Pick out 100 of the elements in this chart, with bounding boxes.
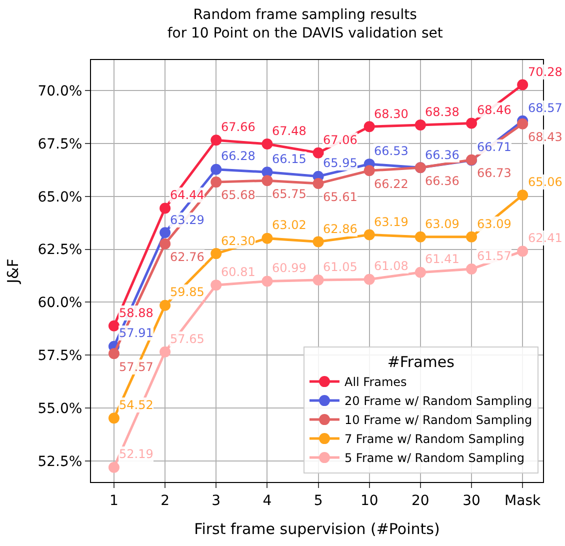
data-label: 66.53: [374, 144, 408, 158]
data-label: 64.44: [170, 188, 204, 202]
data-label: 65.61: [323, 190, 358, 204]
legend-label: All Frames: [344, 375, 407, 390]
data-label: 63.09: [477, 217, 512, 231]
x-axis-title: First frame supervision (#Points): [194, 520, 440, 538]
y-tick-label: 62.5%: [38, 242, 82, 258]
data-label: 62.76: [170, 250, 204, 264]
data-label: 54.52: [119, 398, 154, 412]
point: [312, 274, 324, 286]
data-label: 65.95: [323, 156, 358, 170]
point: [108, 462, 120, 473]
point: [108, 320, 120, 332]
legend-label: 7 Frame w/ Random Sampling: [344, 432, 524, 446]
x-tick-label: 30: [462, 492, 480, 509]
legend-title: #Frames: [387, 353, 455, 372]
point: [160, 227, 171, 238]
point: [517, 118, 528, 130]
point: [517, 246, 528, 257]
y-tick-label: 52.5%: [38, 454, 82, 470]
data-label: 59.85: [170, 285, 204, 299]
point: [364, 229, 375, 240]
data-label: 62.86: [323, 222, 358, 236]
point: [160, 300, 171, 311]
data-label: 60.99: [272, 261, 306, 275]
point: [312, 236, 324, 248]
point: [312, 147, 324, 158]
x-tick-label: 1: [110, 492, 118, 509]
point: [312, 178, 324, 190]
data-label: 66.71: [477, 140, 512, 154]
data-label: 66.73: [477, 166, 512, 180]
point: [262, 175, 273, 186]
data-label: 65.75: [272, 187, 306, 201]
data-label: 63.09: [425, 217, 460, 231]
data-label: 67.66: [221, 120, 256, 134]
x-tick-label: 3: [212, 492, 221, 509]
y-tick-label: 70.0%: [38, 84, 82, 100]
point: [160, 238, 171, 250]
data-label: 68.30: [374, 107, 408, 121]
data-label: 66.36: [425, 174, 460, 188]
data-label: 57.91: [119, 326, 154, 340]
point: [364, 274, 375, 285]
point: [160, 202, 171, 214]
y-tick-label: 57.5%: [38, 348, 82, 364]
data-label: 63.19: [374, 215, 408, 229]
data-label: 62.30: [221, 234, 256, 248]
point: [414, 231, 426, 242]
point: [466, 263, 477, 274]
legend-label: 5 Frame w/ Random Sampling: [344, 451, 524, 466]
point: [262, 138, 273, 150]
y-tick-label: 65.0%: [38, 189, 82, 206]
point: [108, 348, 120, 360]
x-tick-label: 5: [314, 492, 323, 509]
data-label: 62.41: [528, 231, 562, 245]
x-tick-label: 4: [262, 492, 272, 509]
data-label: 67.48: [272, 124, 306, 138]
data-label: 68.46: [477, 103, 512, 117]
data-label: 63.29: [170, 213, 204, 227]
x-tick-label: 20: [412, 492, 430, 509]
point: [466, 118, 477, 129]
data-label: 68.43: [528, 130, 562, 144]
data-label: 68.57: [528, 101, 562, 115]
point: [210, 280, 222, 291]
y-axis-title: J&F: [4, 258, 22, 284]
point: [262, 232, 273, 244]
legend-label: 10 Frame w/ Random Sampling: [344, 413, 532, 428]
data-label: 61.08: [374, 259, 408, 273]
point: [160, 346, 171, 358]
point: [466, 231, 477, 242]
data-label: 60.81: [221, 265, 256, 279]
point: [517, 79, 528, 90]
data-label: 63.02: [272, 218, 306, 232]
point: [364, 165, 375, 176]
point: [210, 176, 222, 188]
data-label: 57.57: [119, 360, 154, 374]
data-label: 52.19: [119, 447, 154, 461]
data-label: 61.57: [477, 249, 512, 263]
y-tick-label: 67.5%: [38, 136, 82, 152]
point: [414, 119, 426, 130]
data-label: 66.15: [272, 152, 306, 166]
x-tick-label: 10: [360, 492, 378, 509]
data-label: 61.41: [425, 252, 460, 266]
legend-label: 20 Frame w/ Random Sampling: [344, 394, 532, 408]
data-label: 65.68: [221, 188, 256, 202]
x-tick-label: 2: [160, 492, 170, 509]
data-label: 70.28: [528, 65, 562, 79]
data-label: 66.36: [425, 148, 460, 162]
x-tick-label: Mask: [504, 492, 542, 509]
point: [414, 266, 426, 278]
point: [108, 412, 120, 424]
data-label: 66.22: [374, 177, 408, 191]
point: [364, 121, 375, 132]
data-label: 61.05: [323, 260, 358, 274]
point: [262, 276, 273, 287]
data-label: 68.38: [425, 105, 460, 119]
chart-title: Random frame sampling results for 10 Point on the DAVIS validation set: [167, 7, 444, 42]
point: [210, 164, 222, 175]
data-label: 65.06: [528, 175, 562, 189]
point: [210, 134, 222, 146]
data-label: 66.28: [221, 149, 256, 163]
